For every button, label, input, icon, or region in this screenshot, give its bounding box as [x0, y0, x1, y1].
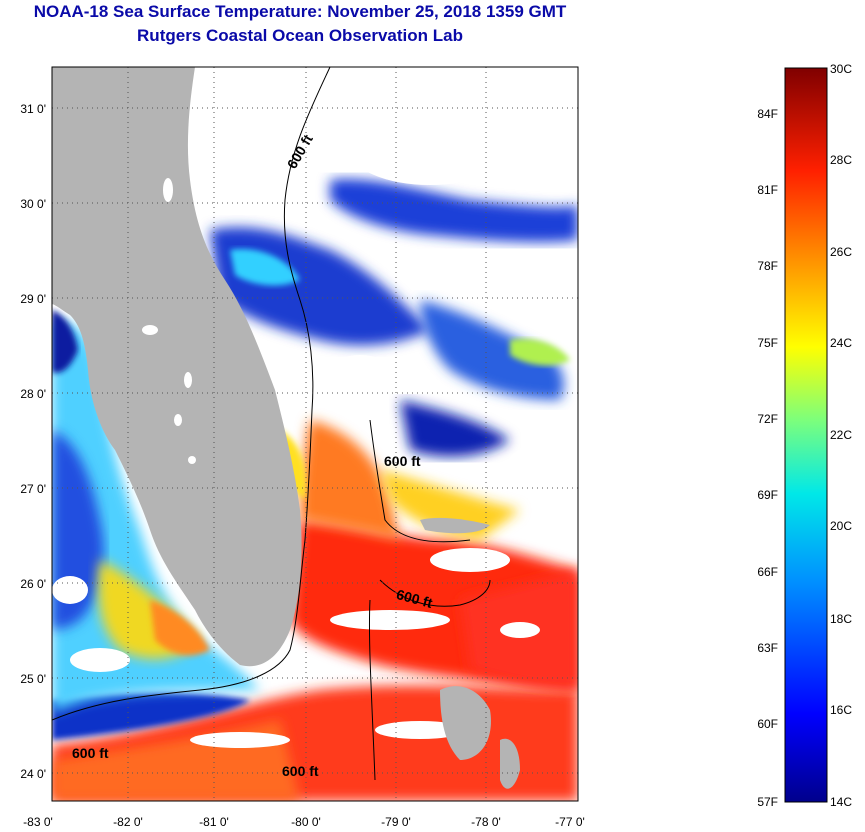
scale-c-label: 26C — [830, 245, 852, 259]
scale-f-label: 60F — [757, 717, 778, 731]
scale-c-label: 16C — [830, 703, 852, 717]
bahamas-island-south — [500, 738, 520, 789]
lon-label: -77 0' — [555, 815, 585, 829]
scale-c-label: 14C — [830, 795, 852, 809]
lat-label: 25 0' — [20, 672, 46, 686]
scale-f-label: 57F — [757, 795, 778, 809]
sst-cyan-atlantic — [230, 249, 300, 286]
map-subtitle: Rutgers Coastal Ocean Observation Lab — [137, 26, 463, 45]
sst-yellow-east — [380, 470, 520, 540]
contour-label-southwest: 600 ft — [72, 745, 109, 761]
scale-c-label: 24C — [830, 336, 852, 350]
lon-label: -81 0' — [199, 815, 229, 829]
depth-contour-600ft — [52, 67, 491, 781]
scale-f-label: 66F — [757, 565, 778, 579]
contour-label-east: 600 ft — [384, 453, 421, 469]
scale-f-label: 72F — [757, 412, 778, 426]
lon-label: -83 0' — [23, 815, 53, 829]
scale-c-label: 22C — [830, 428, 852, 442]
sst-dark-gulf-nw — [52, 310, 78, 373]
sst-orange-gulf — [150, 600, 210, 656]
latitude-labels: 31 0' 30 0' 29 0' 28 0' 27 0' 26 0' 25 0… — [20, 102, 46, 781]
lat-label: 29 0' — [20, 292, 46, 306]
scale-c-label: 28C — [830, 153, 852, 167]
color-scale-bar — [784, 67, 828, 803]
lon-label: -79 0' — [381, 815, 411, 829]
lat-label: 26 0' — [20, 577, 46, 591]
bahamas-island-grand — [420, 517, 490, 534]
scale-f-label: 78F — [757, 259, 778, 273]
scale-f-label: 63F — [757, 641, 778, 655]
bahamas-island-andros — [440, 686, 491, 760]
scale-f-label: 81F — [757, 183, 778, 197]
longitude-labels: -83 0' -82 0' -81 0' -80 0' -79 0' -78 0… — [23, 815, 585, 829]
lat-label: 30 0' — [20, 197, 46, 211]
sst-blue-northeast — [330, 179, 578, 243]
lon-label: -80 0' — [291, 815, 321, 829]
scale-f-label: 84F — [757, 107, 778, 121]
scale-c-label: 18C — [830, 612, 852, 626]
map-frame — [51, 66, 579, 802]
lat-label: 24 0' — [20, 767, 46, 781]
florida-land — [52, 67, 302, 667]
cloud-specks — [52, 115, 575, 748]
map-panel: 600 ft 600 ft 600 ft 600 ft 600 ft — [52, 67, 578, 801]
scale-c-label: 30C — [830, 62, 852, 76]
sst-blue-east — [420, 300, 564, 400]
celsius-labels: 30C 28C 26C 24C 22C 20C 18C 16C 14C — [830, 62, 852, 809]
land-clouds — [142, 178, 196, 464]
lat-label: 31 0' — [20, 102, 46, 116]
sst-green-east — [510, 338, 570, 366]
color-scale: 30C 28C 26C 24C 22C 20C 18C 16C 14C 84F … — [757, 62, 852, 809]
sst-warm-north — [300, 420, 400, 540]
lat-label: 28 0' — [20, 387, 46, 401]
sst-dark-blue-east — [400, 400, 510, 457]
fahrenheit-labels: 84F 81F 78F 75F 72F 69F 66F 63F 60F 57F — [757, 107, 778, 809]
lon-label: -82 0' — [113, 815, 143, 829]
scale-f-label: 75F — [757, 336, 778, 350]
scale-f-label: 69F — [757, 488, 778, 502]
map-title: NOAA-18 Sea Surface Temperature: Novembe… — [33, 2, 567, 21]
lat-label: 27 0' — [20, 482, 46, 496]
lon-label: -78 0' — [471, 815, 501, 829]
scale-c-label: 20C — [830, 519, 852, 533]
contour-label-south: 600 ft — [282, 763, 319, 779]
